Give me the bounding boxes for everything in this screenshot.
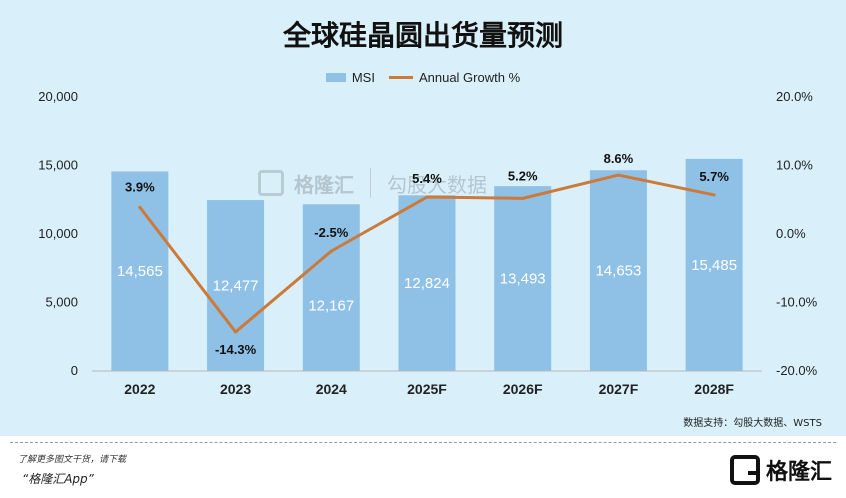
growth-point-2025F	[425, 195, 429, 199]
y-left-tick-label: 15,000	[38, 158, 78, 173]
y-left-tick-label: 0	[71, 363, 78, 378]
growth-point-2022	[138, 205, 142, 209]
x-tick-label: 2023	[220, 381, 251, 397]
bar-value-label: 14,565	[117, 263, 163, 280]
legend-item-msi: MSI	[325, 70, 375, 85]
x-tick-label: 2025F	[407, 381, 447, 397]
bar-2027F	[589, 170, 647, 371]
source-note: 数据支持：勾股大数据、WSTS	[683, 418, 822, 429]
legend-item-growth: Annual Growth %	[388, 70, 521, 85]
footer-logo: 格隆汇	[729, 454, 832, 486]
growth-point-2027F	[616, 173, 620, 177]
growth-value-label: 5.2%	[508, 168, 538, 183]
bar-value-label: 12,167	[308, 297, 354, 314]
growth-value-label: 3.9%	[125, 179, 155, 194]
x-tick-label: 2024	[316, 381, 347, 397]
y-right-tick-label: -20.0%	[776, 363, 818, 378]
chart-area: 全球硅晶圆出货量预测 MSI Annual Growth % 格隆汇 勾股大数据…	[0, 0, 846, 436]
y-left-tick-label: 10,000	[38, 226, 78, 241]
footer-line1: 了解更多图文干货，请下载	[18, 455, 127, 465]
growth-point-2026F	[521, 196, 525, 200]
y-right-tick-label: 10.0%	[776, 158, 813, 173]
growth-point-2024	[329, 249, 333, 253]
x-tick-label: 2022	[124, 381, 155, 397]
footer-logo-text: 格隆汇	[765, 460, 832, 485]
growth-point-2023	[234, 330, 238, 334]
bar-value-label: 15,485	[691, 257, 737, 274]
bar-value-label: 14,653	[595, 263, 641, 280]
x-tick-label: 2028F	[694, 381, 734, 397]
chart-plot: 0 5,000 10,000 15,000 20,000 -20.0% -10.0% 0.0%…	[38, 89, 818, 397]
y-right-tick-label: 0.0%	[776, 226, 806, 241]
x-tick-label: 2026F	[503, 381, 543, 397]
x-tick-label: 2027F	[599, 381, 639, 397]
y-left-tick-label: 5,000	[45, 295, 78, 310]
y-right-tick-label: 20.0%	[776, 89, 813, 104]
footer-line2: “格隆汇App”	[22, 472, 94, 486]
footer-logo-icon	[729, 455, 760, 485]
legend-swatch-msi	[325, 73, 346, 82]
chart-title: 全球硅晶圆出货量预测	[282, 19, 563, 52]
y-left-tick-label: 20,000	[38, 89, 78, 104]
legend-swatch-growth	[388, 76, 413, 79]
bar-2024	[302, 204, 360, 371]
chart-legend: MSI Annual Growth %	[0, 70, 846, 85]
legend-label-growth: Annual Growth %	[418, 70, 521, 85]
footer-divider	[10, 442, 836, 443]
bar-2025F	[398, 195, 456, 371]
bar-value-label: 13,493	[500, 271, 546, 288]
bar-2022	[111, 171, 169, 371]
growth-value-label: 8.6%	[604, 151, 634, 166]
bar-2023	[207, 200, 265, 371]
growth-value-label: -14.3%	[215, 342, 257, 357]
growth-point-2028F	[712, 193, 716, 197]
bar-value-label: 12,477	[213, 278, 259, 295]
bar-2026F	[494, 186, 552, 371]
bar-value-label: 12,824	[404, 275, 450, 292]
y-right-tick-label: -10.0%	[776, 295, 818, 310]
growth-value-label: 5.4%	[412, 171, 442, 186]
growth-value-label: -2.5%	[314, 225, 348, 240]
legend-label-msi: MSI	[351, 70, 375, 85]
growth-value-label: 5.7%	[699, 169, 729, 184]
